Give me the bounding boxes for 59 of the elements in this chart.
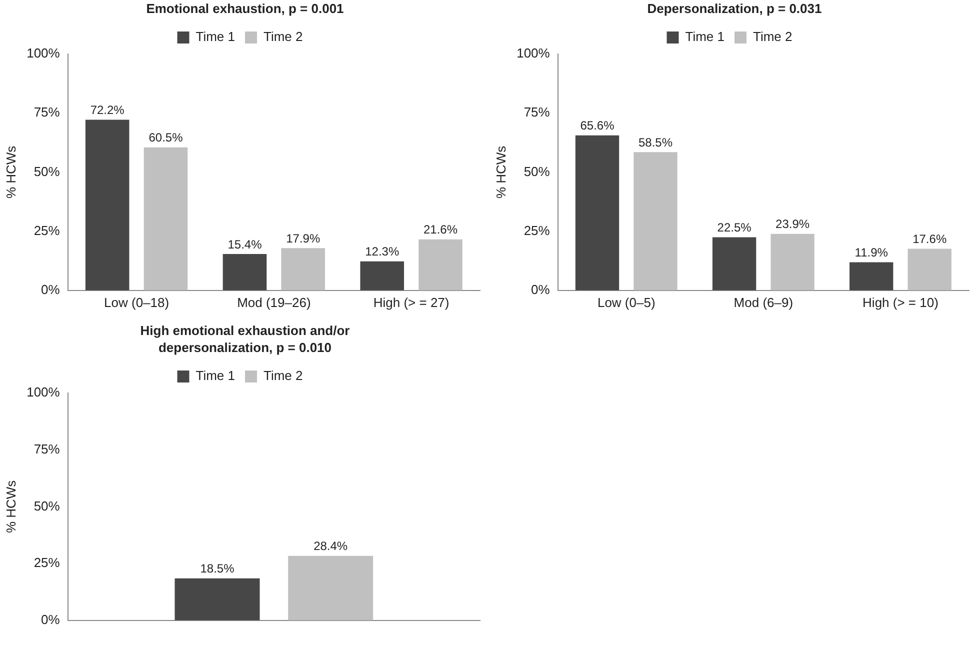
bar <box>712 237 756 290</box>
data-label: 58.5% <box>638 135 673 150</box>
legend-label: Time 2 <box>264 29 303 44</box>
bar <box>85 120 130 290</box>
y-tick-label: 75% <box>524 104 550 120</box>
x-tick-label: Low (0–18) <box>104 294 170 310</box>
data-label: 12.3% <box>365 244 400 259</box>
y-tick-label: 50% <box>524 164 550 179</box>
legend-label: Time 1 <box>196 368 235 384</box>
data-label: 15.4% <box>228 237 262 252</box>
x-tick-label: Mod (6–9) <box>734 294 794 310</box>
y-tick-label: 25% <box>34 555 60 570</box>
data-label: 21.6% <box>423 222 458 237</box>
legend-label: Time 2 <box>753 29 792 44</box>
y-tick-label: 50% <box>34 498 60 514</box>
legend-label: Time 1 <box>685 29 724 44</box>
bar <box>908 248 952 290</box>
y-axis-title: % HCWs <box>3 480 18 534</box>
x-tick-label: Low (0–5) <box>597 294 656 310</box>
bar <box>144 147 188 290</box>
data-label: 17.9% <box>286 231 320 246</box>
y-tick-label: 0% <box>41 282 60 297</box>
bar <box>634 152 678 290</box>
data-label: 65.6% <box>580 118 615 133</box>
y-tick-label: 25% <box>34 222 60 238</box>
x-tick-label: Mod (19–26) <box>237 294 311 310</box>
y-tick-label: 0% <box>41 612 60 627</box>
y-tick-label: 50% <box>34 164 60 179</box>
y-tick-label: 75% <box>34 441 60 456</box>
y-tick-label: 100% <box>26 384 60 400</box>
data-label: 11.9% <box>854 246 888 260</box>
y-tick-label: 100% <box>26 46 60 61</box>
y-tick-label: 0% <box>531 282 550 297</box>
data-label: 18.5% <box>200 562 235 576</box>
data-label: 23.9% <box>776 217 810 232</box>
data-label: 60.5% <box>148 130 184 145</box>
bar <box>770 234 814 290</box>
bar <box>418 239 462 290</box>
y-tick-label: 100% <box>516 46 550 61</box>
y-axis-title: % HCWs <box>3 145 18 199</box>
bar <box>222 254 267 290</box>
legend-label: Time 2 <box>264 368 303 384</box>
x-tick-label: High (> = 10) <box>862 294 938 310</box>
data-label: 28.4% <box>314 539 348 554</box>
y-axis-title: % HCWs <box>493 145 508 199</box>
data-label: 17.6% <box>912 232 947 246</box>
x-tick-label: High (> = 27) <box>373 294 450 310</box>
y-tick-label: 75% <box>34 104 60 120</box>
data-label: 22.5% <box>717 220 752 235</box>
bar <box>575 135 620 290</box>
bar <box>360 261 404 290</box>
chart-title: High emotional exhaustion and/or depersonalization, p = 0.010 <box>139 322 351 356</box>
y-tick-label: 25% <box>524 222 550 238</box>
chart-title: Depersonalization, p = 0.031 <box>646 0 823 17</box>
data-label: 72.2% <box>90 103 125 118</box>
chart-title: Emotional exhaustion, p = 0.001 <box>145 0 345 17</box>
legend-label: Time 1 <box>196 29 235 44</box>
bar <box>281 248 326 290</box>
bar <box>850 262 894 290</box>
